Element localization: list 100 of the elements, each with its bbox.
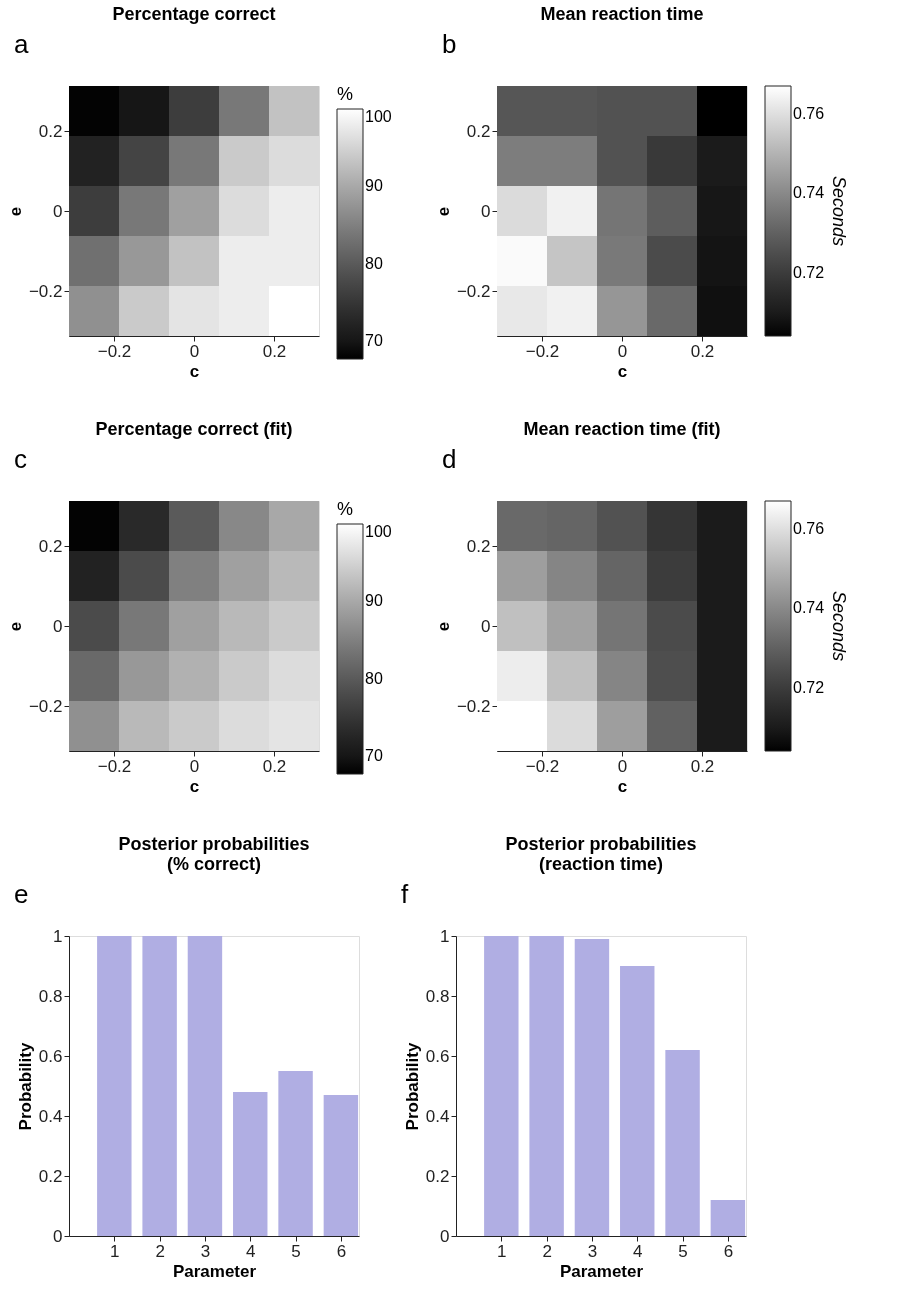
bar [484, 936, 519, 1236]
color-bar-label: 0.76 [793, 104, 825, 122]
color-bar-label: 0.74 [793, 599, 825, 617]
y-tick-label: 0.2 [466, 536, 491, 556]
color-bar-label: 0.72 [793, 263, 825, 281]
x-tick-label: 0 [189, 756, 200, 776]
color-bar-label: 90 [365, 592, 383, 610]
bar [710, 1200, 746, 1236]
text: c [14, 444, 27, 474]
x-tick-label: 1 [497, 1241, 507, 1261]
x-tick-label: 0.2 [690, 756, 715, 776]
bar [323, 1095, 359, 1236]
x-axis-title: c [617, 776, 628, 796]
color-bar-label: 100 [365, 523, 392, 540]
x-tick-label: 2 [542, 1241, 552, 1261]
y-axis-title: e [5, 206, 25, 217]
bar [142, 936, 177, 1236]
x-tick-label: 0 [617, 756, 628, 776]
x-tick-label: 6 [336, 1241, 347, 1261]
y-tick-label: 1 [440, 926, 450, 946]
y-axis-title: e [433, 206, 453, 217]
x-tick-label: 2 [155, 1241, 165, 1261]
chart-title: Percentage correct (fit) [95, 419, 293, 439]
color-bar-label: 0.72 [793, 678, 825, 696]
x-tick-label: 3 [587, 1241, 598, 1261]
x-tick-label: 6 [723, 1241, 734, 1261]
x-axis-title: Parameter [172, 1261, 257, 1281]
bar [187, 936, 223, 1236]
x-axis-title: Parameter [559, 1261, 644, 1281]
y-tick-label: 0.2 [38, 1166, 63, 1186]
y-tick-label: 0.6 [38, 1046, 63, 1066]
x-tick-label: 0 [189, 341, 200, 361]
color-bar-label: 80 [365, 669, 383, 687]
x-tick-label: 3 [200, 1241, 211, 1261]
color-bar-label: 90 [365, 177, 383, 195]
y-tick-label: −0.2 [28, 696, 63, 716]
chart-title: Posterior probabilities (reaction time) [505, 834, 697, 874]
text: f [401, 879, 409, 909]
y-tick-label: 0 [481, 616, 491, 636]
chart-title: Mean reaction time (fit) [523, 419, 721, 439]
bar [665, 1050, 700, 1236]
x-tick-label: 1 [110, 1241, 120, 1261]
y-tick-label: −0.2 [456, 281, 491, 301]
text: e [14, 879, 29, 909]
y-tick-label: 0 [53, 1226, 63, 1246]
color-bar-title: Seconds [829, 590, 849, 662]
y-axis-title: e [5, 621, 25, 632]
y-tick-label: 0 [481, 201, 491, 221]
bar [620, 966, 655, 1236]
y-tick-label: 0.4 [425, 1106, 450, 1126]
color-bar-label: 100 [365, 108, 392, 125]
bar [233, 1092, 268, 1236]
x-tick-label: −0.2 [97, 756, 132, 776]
x-tick-label: 4 [246, 1241, 256, 1261]
y-tick-label: 0 [53, 201, 63, 221]
bar [97, 936, 132, 1236]
x-tick-label: 0 [617, 341, 628, 361]
color-bar-title: % [337, 84, 354, 104]
x-axis-title: c [189, 776, 200, 796]
y-tick-label: 0.8 [425, 986, 450, 1006]
color-bar-title: % [337, 499, 354, 519]
bar [529, 936, 564, 1236]
y-tick-label: 0.2 [425, 1166, 450, 1186]
y-tick-label: 0 [440, 1226, 450, 1246]
color-bar-label: 0.74 [793, 184, 825, 202]
y-tick-label: 0.2 [466, 121, 491, 141]
text: a [14, 29, 29, 59]
x-tick-label: −0.2 [97, 341, 132, 361]
chart-title: Percentage correct [112, 4, 276, 24]
y-tick-label: 0 [53, 616, 63, 636]
x-tick-label: 4 [633, 1241, 643, 1261]
bar [574, 939, 610, 1236]
chart-title: Mean reaction time [540, 4, 704, 24]
x-axis-title: c [189, 361, 200, 381]
y-axis-title: Probability [15, 1042, 35, 1131]
x-tick-label: −0.2 [525, 756, 560, 776]
x-tick-label: −0.2 [525, 341, 560, 361]
chart-title: Posterior probabilities (% correct) [118, 834, 310, 874]
y-tick-label: −0.2 [456, 696, 491, 716]
bar [278, 1071, 313, 1236]
x-tick-label: 5 [291, 1241, 301, 1261]
y-tick-label: 0.2 [38, 121, 63, 141]
y-axis-title: Probability [402, 1042, 422, 1131]
y-tick-label: 0.2 [38, 536, 63, 556]
x-tick-label: 0.2 [262, 341, 287, 361]
y-tick-label: 0.4 [38, 1106, 63, 1126]
text: b [442, 29, 457, 59]
y-tick-label: 1 [53, 926, 63, 946]
y-tick-label: 0.8 [38, 986, 63, 1006]
x-tick-label: 0.2 [262, 756, 287, 776]
x-axis-title: c [617, 361, 628, 381]
y-tick-label: −0.2 [28, 281, 63, 301]
color-bar-label: 70 [365, 747, 383, 765]
color-bar-title: Seconds [829, 175, 849, 247]
color-bar-label: 0.76 [793, 519, 825, 537]
y-axis-title: e [433, 621, 453, 632]
color-bar-label: 80 [365, 254, 383, 272]
color-bar-label: 70 [365, 332, 383, 350]
y-tick-label: 0.6 [425, 1046, 450, 1066]
x-tick-label: 5 [678, 1241, 688, 1261]
